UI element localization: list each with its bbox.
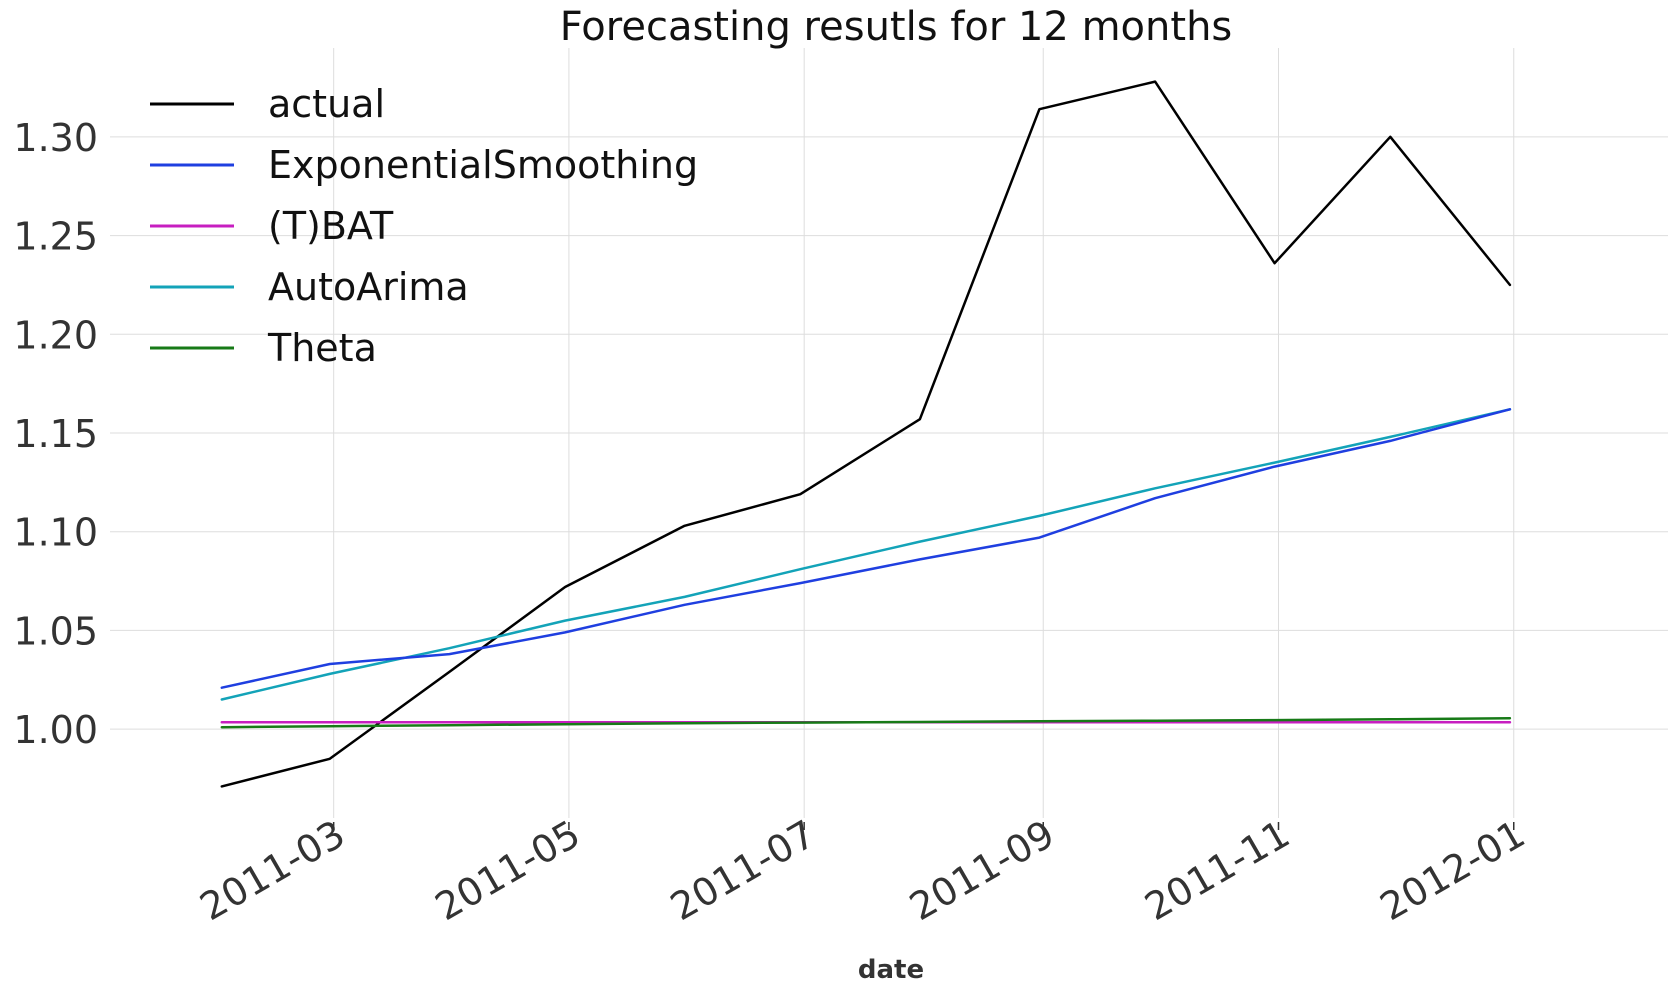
legend-label: AutoArima <box>268 265 469 309</box>
series-line-5 <box>220 717 1512 729</box>
y-tick-label: 1.15 <box>13 412 98 456</box>
series-layer <box>220 80 1512 788</box>
legend-label: Theta <box>267 326 377 370</box>
y-tick-label: 1.00 <box>13 708 98 752</box>
series-line-1 <box>220 80 1512 788</box>
series-line-4 <box>220 408 1512 701</box>
x-axis-label: date <box>858 955 924 985</box>
y-axis: 1.00 1.05 1.10 1.15 1.20 1.25 1.30 <box>13 116 98 752</box>
chart-title: Forecasting resutls for 12 months <box>560 4 1233 50</box>
x-tick-label: 2011-03 <box>193 812 353 929</box>
legend-label: ExponentialSmoothing <box>268 143 698 187</box>
series-line-2 <box>220 408 1512 689</box>
x-axis: 2011-03 2011-05 2011-07 2011-09 2011-11 2012-… <box>193 812 1533 929</box>
legend-label: actual <box>268 82 385 126</box>
y-tick-label: 1.05 <box>13 609 98 653</box>
grid-layer <box>110 48 1668 830</box>
x-tick-label: 2012-01 <box>1373 812 1533 929</box>
x-tick-label: 2011-11 <box>1137 812 1297 929</box>
legend-label: (T)BAT <box>268 204 394 248</box>
legend: actual ExponentialSmoothing (T)BAT AutoAri… <box>150 82 698 370</box>
y-tick-label: 1.10 <box>13 511 98 555</box>
y-tick-label: 1.20 <box>13 313 98 357</box>
x-tick-label: 2011-09 <box>902 812 1062 929</box>
x-tick-label: 2011-05 <box>428 812 588 929</box>
y-tick-label: 1.30 <box>13 116 98 160</box>
x-tick-label: 2011-07 <box>663 812 823 929</box>
y-tick-label: 1.25 <box>13 215 98 259</box>
